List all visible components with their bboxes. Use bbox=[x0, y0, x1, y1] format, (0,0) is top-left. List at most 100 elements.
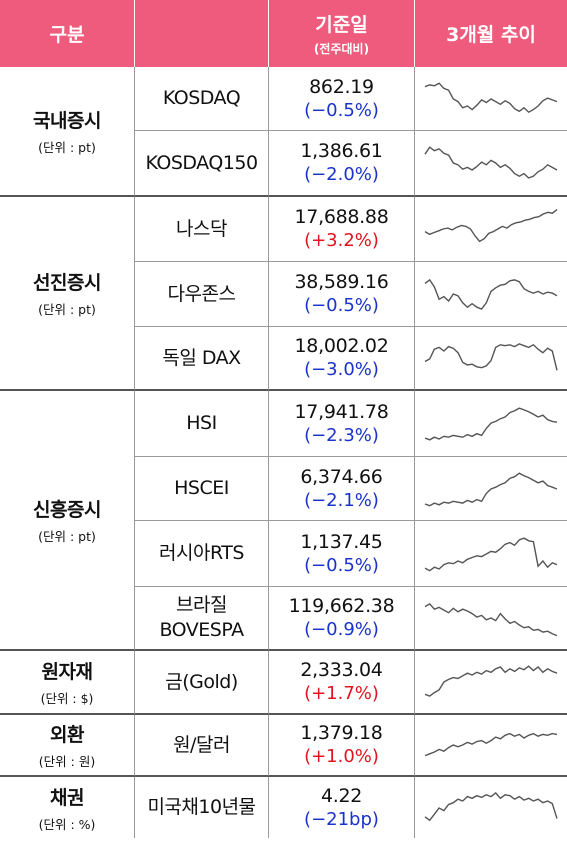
group-unit: (단위 : %) bbox=[38, 816, 96, 832]
index-name-cell: HSCEI bbox=[134, 457, 268, 521]
trend-line bbox=[424, 665, 558, 697]
trend-line bbox=[424, 406, 558, 441]
group-fx: 외환 (단위 : 원) bbox=[0, 715, 134, 777]
index-value: 862.19 bbox=[309, 75, 374, 98]
index-value: 2,333.04 bbox=[300, 659, 383, 681]
index-name-cell: 러시아RTS bbox=[134, 521, 268, 587]
index-value: 1,137.45 bbox=[300, 530, 383, 553]
trend-line bbox=[424, 791, 558, 821]
index-name-cell: 금(Gold) bbox=[134, 651, 268, 715]
trend-line bbox=[424, 471, 558, 506]
index-name-cell: 원/달러 bbox=[134, 715, 268, 777]
group-emerging: 신흥증시 (단위 : pt) bbox=[0, 391, 134, 651]
index-change: (−2.1%) bbox=[304, 489, 379, 511]
index-change: (−21bp) bbox=[304, 808, 379, 830]
trend-sparkline bbox=[424, 278, 558, 310]
group-label: 국내증시 bbox=[33, 110, 101, 132]
index-value-cell: 6,374.66 (−2.1%) bbox=[268, 457, 414, 521]
index-value: 17,688.88 bbox=[294, 206, 389, 228]
group-developed: 선진증시 (단위 : pt) bbox=[0, 197, 134, 391]
index-name: HSCEI bbox=[174, 477, 229, 499]
index-change: (−2.3%) bbox=[304, 424, 379, 446]
index-name: 다우존스 bbox=[167, 282, 236, 305]
trend-sparkline-cell bbox=[414, 197, 567, 262]
header-trend: 3개월 추이 bbox=[414, 0, 567, 67]
index-name: HSI bbox=[186, 412, 217, 434]
index-value-cell: 862.19 (−0.5%) bbox=[268, 67, 414, 131]
group-unit: (단위 : pt) bbox=[38, 302, 96, 317]
group-domestic: 국내증시 (단위 : pt) bbox=[0, 67, 134, 197]
group-commodity: 원자재 (단위 : $) bbox=[0, 651, 134, 715]
index-value: 1,386.61 bbox=[300, 140, 383, 162]
index-name: 브라질 BOVESPA bbox=[159, 594, 244, 641]
trend-sparkline-cell bbox=[414, 327, 567, 391]
index-value-cell: 17,941.78 (−2.3%) bbox=[268, 391, 414, 457]
index-change: (+1.7%) bbox=[304, 683, 379, 704]
group-unit: (단위 : 원) bbox=[38, 754, 96, 769]
trend-sparkline-cell bbox=[414, 457, 567, 521]
index-change: (−3.0%) bbox=[304, 359, 379, 380]
index-name-cell: 다우존스 bbox=[134, 262, 268, 327]
index-name: 미국채10년물 bbox=[147, 796, 256, 818]
group-unit: (단위 : pt) bbox=[38, 529, 96, 544]
index-value: 4.22 bbox=[320, 784, 363, 807]
index-change: (−0.5%) bbox=[304, 295, 379, 316]
index-name-cell: HSI bbox=[134, 391, 268, 457]
trend-sparkline bbox=[424, 791, 558, 821]
trend-sparkline bbox=[424, 732, 558, 757]
trend-sparkline bbox=[424, 81, 558, 113]
trend-sparkline bbox=[424, 471, 558, 506]
index-change: (−0.5%) bbox=[304, 99, 379, 121]
trend-sparkline-cell bbox=[414, 651, 567, 715]
index-name-cell: 독일 DAX bbox=[134, 327, 268, 391]
index-value-cell: 2,333.04 (+1.7%) bbox=[268, 651, 414, 715]
trend-sparkline-cell bbox=[414, 587, 567, 651]
index-name-cell: 나스닥 bbox=[134, 197, 268, 262]
trend-sparkline-cell bbox=[414, 131, 567, 197]
trend-sparkline-cell bbox=[414, 777, 567, 838]
index-change: (+1.0%) bbox=[304, 746, 379, 767]
index-change: (−0.9%) bbox=[304, 619, 379, 640]
trend-sparkline-cell bbox=[414, 67, 567, 131]
group-label: 선진증시 bbox=[33, 272, 101, 294]
group-bond: 채권 (단위 : %) bbox=[0, 777, 134, 838]
index-name: 독일 DAX bbox=[162, 346, 241, 369]
trend-sparkline-cell bbox=[414, 391, 567, 457]
trend-sparkline bbox=[424, 665, 558, 697]
index-name-cell: 미국채10년물 bbox=[134, 777, 268, 838]
index-value: 38,589.16 bbox=[294, 271, 389, 293]
index-change: (−2.0%) bbox=[304, 164, 379, 185]
index-value-cell: 4.22 (−21bp) bbox=[268, 777, 414, 838]
group-label: 외환 bbox=[50, 724, 84, 746]
trend-sparkline-cell bbox=[414, 262, 567, 327]
index-value-cell: 119,662.38 (−0.9%) bbox=[268, 587, 414, 651]
group-label: 채권 bbox=[50, 786, 84, 809]
header-base-date: 기준일 (전주대비) bbox=[268, 0, 414, 67]
trend-line bbox=[424, 343, 558, 371]
index-value: 17,941.78 bbox=[294, 400, 389, 423]
trend-line bbox=[424, 732, 558, 757]
index-value: 6,374.66 bbox=[300, 465, 383, 488]
trend-line bbox=[424, 209, 558, 243]
trend-line bbox=[424, 536, 558, 572]
index-name: 원/달러 bbox=[173, 733, 230, 756]
trend-sparkline-cell bbox=[414, 521, 567, 587]
group-label: 신흥증시 bbox=[33, 499, 101, 521]
index-name-cell: 브라질 BOVESPA bbox=[134, 587, 268, 651]
index-name-cell: KOSDAQ bbox=[134, 67, 268, 131]
index-value-cell: 17,688.88 (+3.2%) bbox=[268, 197, 414, 262]
trend-line bbox=[424, 278, 558, 310]
index-name: KOSDAQ150 bbox=[145, 151, 258, 174]
index-value-cell: 38,589.16 (−0.5%) bbox=[268, 262, 414, 327]
index-change: (+3.2%) bbox=[304, 230, 379, 251]
index-value-cell: 1,137.45 (−0.5%) bbox=[268, 521, 414, 587]
trend-sparkline bbox=[424, 603, 558, 637]
trend-sparkline bbox=[424, 146, 558, 179]
index-name: 나스닥 bbox=[176, 217, 227, 240]
trend-sparkline-cell bbox=[414, 715, 567, 777]
index-value: 18,002.02 bbox=[294, 335, 389, 357]
index-value-cell: 1,379.18 (+1.0%) bbox=[268, 715, 414, 777]
trend-line bbox=[424, 146, 558, 179]
index-value-cell: 1,386.61 (−2.0%) bbox=[268, 131, 414, 197]
group-label: 원자재 bbox=[41, 661, 93, 683]
